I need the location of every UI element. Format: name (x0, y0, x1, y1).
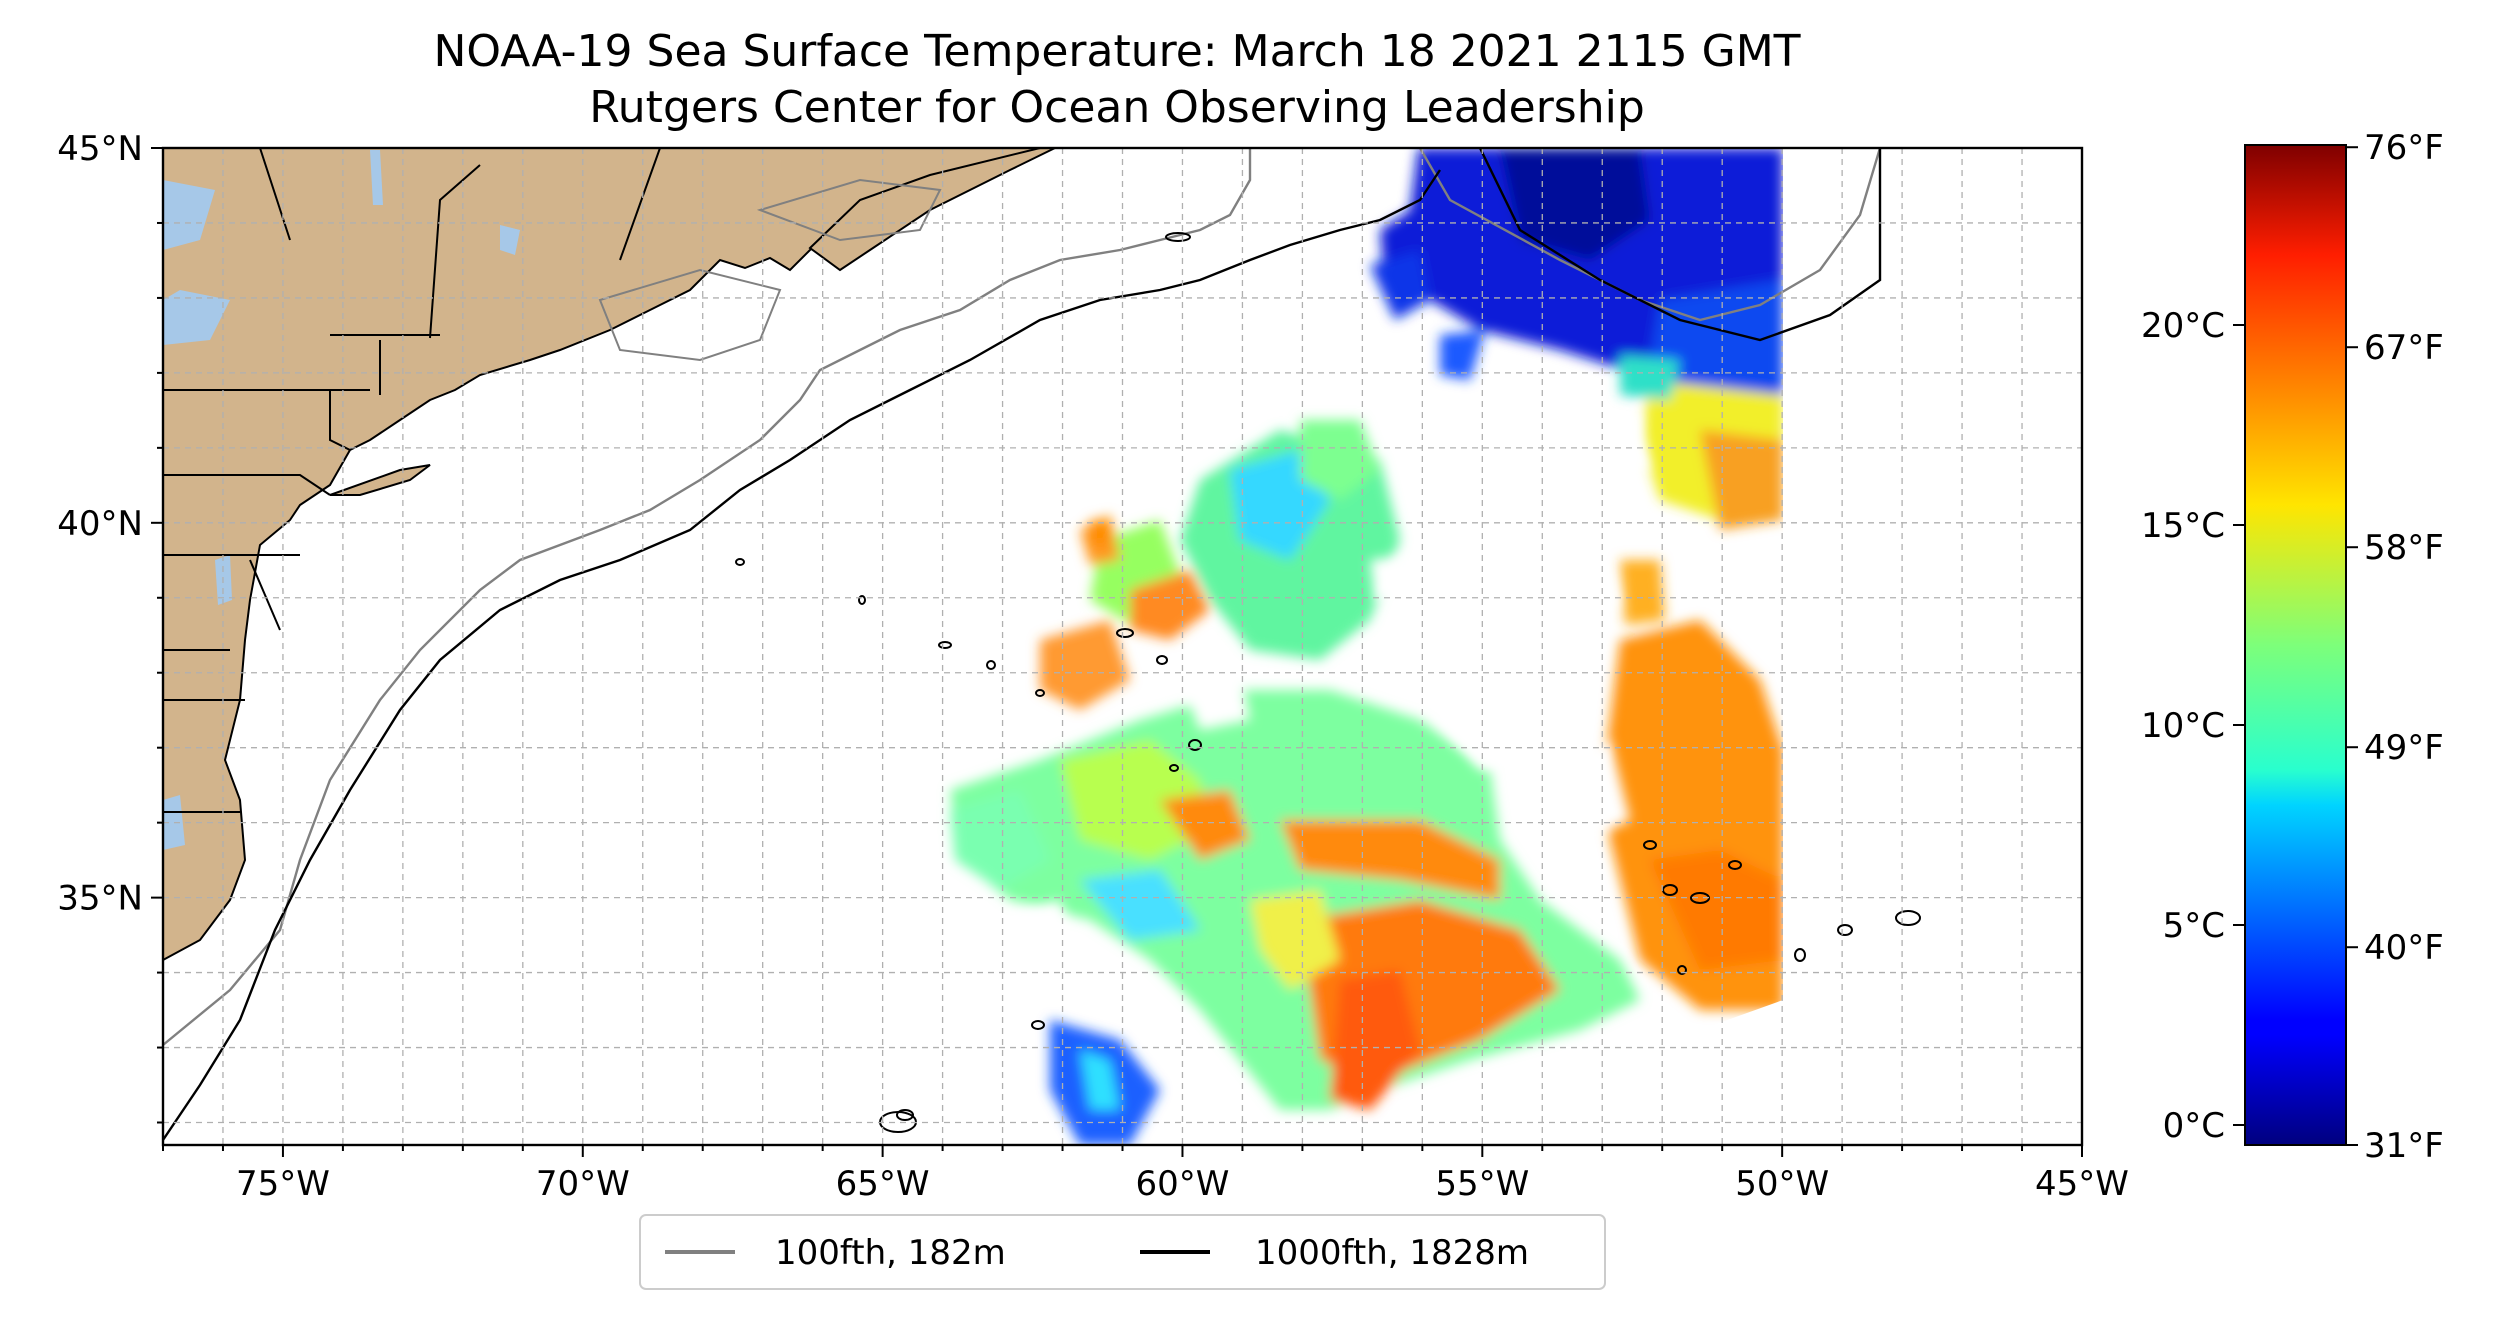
map-title-line-2: Rutgers Center for Ocean Observing Leade… (589, 82, 1645, 133)
colorbar-gradient (2244, 144, 2347, 1146)
land-mass (163, 148, 1051, 962)
legend-label-1000fth: 1000fth, 1828m (1255, 1233, 1529, 1273)
gridlines (163, 148, 2082, 1145)
fahrenheit-tick-label: 40°F (2364, 928, 2444, 968)
lat-tick-label: 35°N (57, 879, 143, 919)
lakes (163, 150, 520, 850)
celsius-tick-label: 10°C (2141, 706, 2225, 746)
celsius-tick-label: 15°C (2141, 506, 2225, 546)
lon-tick-label: 65°W (836, 1164, 930, 1204)
contour-1000fth (163, 169, 1441, 1141)
fahrenheit-tick-label: 31°F (2364, 1126, 2444, 1166)
sst-data-field (950, 148, 1783, 1145)
map-ticks: 75°W 70°W 65°W 60°W 55°W 50°W 45°W 45°N 40°N 35°N (57, 129, 2129, 1204)
swath-edge (1380, 1000, 1783, 1145)
contour-100fth (163, 148, 1252, 1046)
lon-tick-label: 75°W (236, 1164, 330, 1204)
colorbar-ticks: 0°C 5°C 10°C 15°C 20°C 31°F 40°F 49°F 58°F 67°F 76… (2141, 128, 2444, 1166)
fahrenheit-tick-label: 58°F (2364, 528, 2444, 568)
fahrenheit-tick-label: 76°F (2364, 128, 2444, 168)
celsius-tick-label: 20°C (2141, 306, 2225, 346)
lon-tick-label: 55°W (1435, 1164, 1529, 1204)
celsius-tick-label: 0°C (2163, 1106, 2225, 1146)
colorbar: 0°C 5°C 10°C 15°C 20°C 31°F 40°F 49°F 58°F 67°F 76… (2141, 128, 2444, 1166)
contour-legend: 100fth, 182m 1000fth, 1828m (639, 1214, 1606, 1290)
map-title-line-1: NOAA-19 Sea Surface Temperature: March 1… (433, 26, 1800, 77)
lon-tick-label: 50°W (1735, 1164, 1829, 1204)
legend-label-100fth: 100fth, 182m (775, 1233, 1006, 1273)
state-borders (163, 148, 661, 813)
map-panel: 75°W 70°W 65°W 60°W 55°W 50°W 45°W 45°N 40°N 35°N (57, 129, 2129, 1204)
lat-tick-label: 40°N (57, 504, 143, 544)
fahrenheit-tick-label: 67°F (2364, 328, 2444, 368)
lon-tick-label: 45°W (2035, 1164, 2129, 1204)
celsius-tick-label: 5°C (2163, 906, 2225, 946)
lon-tick-label: 70°W (536, 1164, 630, 1204)
lon-tick-label: 60°W (1136, 1164, 1230, 1204)
lat-tick-label: 45°N (57, 129, 143, 169)
fahrenheit-tick-label: 49°F (2364, 728, 2444, 768)
